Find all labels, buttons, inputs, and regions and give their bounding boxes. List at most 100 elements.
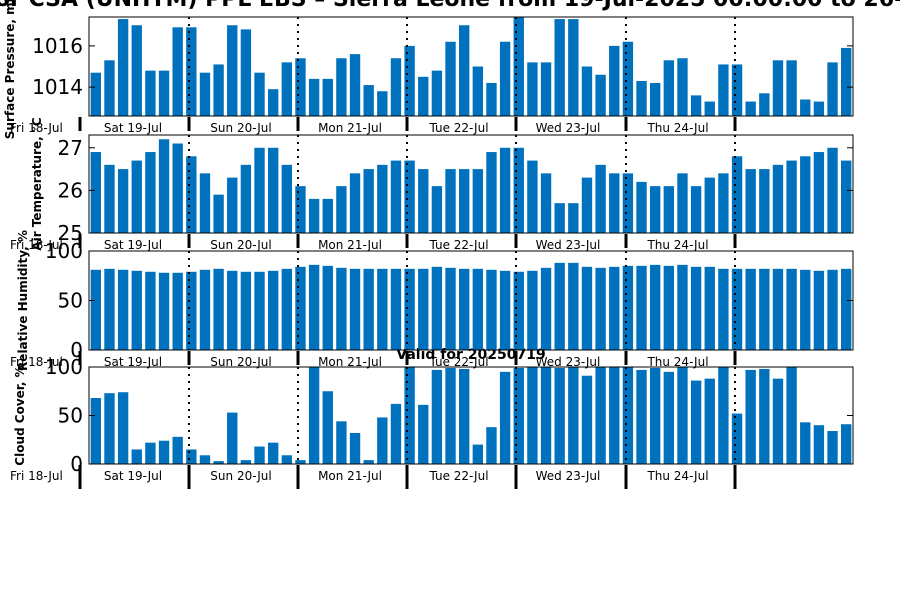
data-bar [554, 367, 565, 464]
data-bar [158, 272, 170, 350]
data-bar [336, 186, 347, 233]
data-bar [349, 54, 361, 116]
data-bar [117, 19, 129, 117]
day-label: Wed 23-Jul [536, 121, 601, 135]
day-label: Wed 23-Jul [536, 238, 601, 252]
data-bar [718, 367, 729, 464]
data-bar [513, 17, 524, 116]
day-label: Tue 22-Jul [428, 121, 488, 135]
data-bar [308, 78, 320, 116]
data-bar [145, 70, 156, 116]
y-axis-label: Surface Pressure, mb [3, 0, 17, 139]
data-bar [568, 19, 579, 117]
data-bar [800, 269, 811, 350]
y-tick-label: 100 [45, 239, 83, 263]
data-bar [322, 78, 333, 116]
data-bar [718, 268, 729, 350]
data-bar [254, 72, 265, 116]
data-bar [213, 194, 224, 233]
data-bar [145, 442, 156, 464]
data-bar [649, 367, 661, 464]
data-bar [609, 367, 620, 464]
data-bar [158, 70, 170, 116]
data-bar [158, 139, 170, 233]
chart-panel: 25 26 27 Air Temperature, °C Sat 19-Jul Sun 2… [10, 117, 854, 252]
data-bar [431, 70, 443, 116]
data-bar [718, 64, 729, 116]
day-label: Wed 23-Jul [536, 355, 601, 369]
data-bar [281, 164, 293, 233]
data-bar [267, 89, 279, 116]
data-bar [227, 270, 238, 350]
day-label: Sun 20-Jul [210, 121, 271, 135]
data-bar [609, 173, 620, 233]
data-bar [540, 367, 552, 464]
data-bar [199, 269, 211, 350]
y-tick-label: 0 [70, 452, 83, 476]
day-label: Sat 19-Jul [104, 121, 162, 135]
data-bar [472, 268, 484, 350]
data-bar [349, 432, 361, 464]
data-bar [759, 368, 770, 464]
data-bar [813, 152, 825, 233]
data-bar [813, 101, 825, 116]
data-bar [295, 186, 306, 233]
data-bar [568, 367, 579, 464]
day-label: Thu 24-Jul [646, 238, 708, 252]
day-label: Sun 20-Jul [210, 355, 271, 369]
y-tick-label: 0 [70, 338, 83, 362]
data-bar [609, 45, 620, 117]
data-bar [486, 83, 497, 116]
data-bar [759, 93, 770, 116]
data-bar [513, 271, 524, 350]
data-bar [772, 268, 784, 350]
data-bar [308, 198, 320, 233]
data-bar [458, 368, 470, 464]
data-bar [227, 177, 238, 233]
data-bar [349, 173, 361, 233]
data-bar [690, 186, 702, 233]
data-bar [581, 177, 593, 233]
data-bar [281, 62, 293, 116]
data-bar [390, 160, 402, 233]
data-bar [704, 266, 715, 350]
data-bar [499, 41, 511, 116]
data-bar [390, 403, 402, 464]
day-label: Mon 21-Jul [318, 238, 382, 252]
data-bar [745, 369, 756, 464]
data-bar [622, 367, 634, 464]
data-bar [472, 169, 484, 233]
data-bar [145, 152, 156, 233]
day-label: Thu 24-Jul [646, 469, 708, 483]
data-bar [445, 367, 456, 464]
data-bar [227, 25, 238, 116]
data-bar [840, 160, 852, 233]
data-bar [322, 391, 333, 464]
data-bar [527, 270, 538, 350]
data-bar [404, 367, 415, 464]
data-bar [649, 264, 661, 350]
data-bar [295, 266, 306, 350]
data-bar [281, 455, 293, 464]
data-bar [636, 265, 647, 350]
data-bar [267, 442, 279, 464]
data-bar [240, 460, 252, 464]
data-bar [445, 267, 456, 350]
y-axis-label: Air Temperature, °C [30, 117, 44, 251]
data-bar [677, 173, 688, 233]
y-axis-label: Cloud Cover, % [13, 365, 27, 465]
data-bar [172, 143, 183, 233]
data-bar [267, 270, 279, 350]
data-bar [554, 19, 565, 117]
data-bar [418, 268, 429, 350]
data-bar [813, 425, 825, 464]
data-bar [704, 177, 715, 233]
data-bar [731, 268, 743, 350]
data-bar [295, 460, 306, 464]
data-bar [363, 268, 374, 350]
data-bar [772, 60, 784, 116]
data-bar [308, 367, 320, 464]
data-bar [104, 268, 115, 350]
data-bar [240, 271, 252, 350]
data-bar [377, 164, 388, 233]
